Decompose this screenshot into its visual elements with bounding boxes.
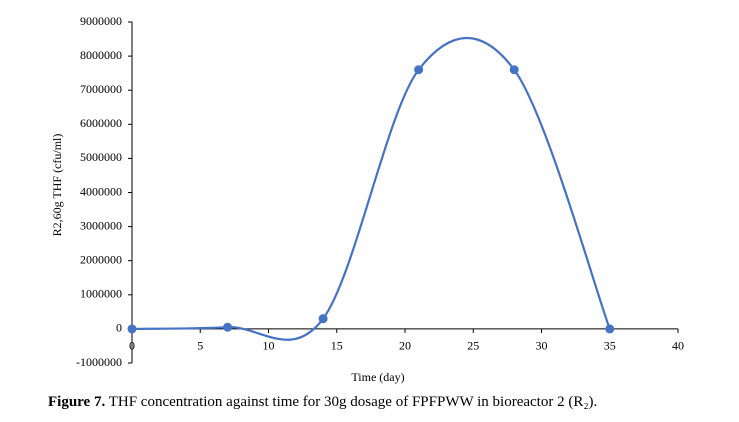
- y-tick-label: 4000000: [80, 184, 122, 198]
- chart: Time (day) R2,60g THF (cfu/ml) -1000000 0…: [50, 14, 684, 384]
- y-axis-title: R2,60g THF (cfu/ml): [50, 134, 64, 237]
- y-tick-label: 7000000: [80, 82, 122, 96]
- series-line: [131, 36, 611, 341]
- x-tick-label: 10: [263, 339, 275, 353]
- data-point: [127, 324, 137, 334]
- y-tick-label: 5000000: [80, 150, 122, 164]
- x-tick-label: 15: [331, 339, 343, 353]
- x-axis-title: Time (day): [351, 370, 404, 384]
- y-tick-label: -1000000: [76, 355, 122, 369]
- x-tick-label: 40: [672, 339, 684, 353]
- y-tick-label: 9000000: [80, 14, 122, 28]
- caption: Figure 7. THF concentration against time…: [48, 394, 597, 411]
- data-point: [318, 314, 328, 324]
- caption-text: THF concentration against time for 30g d…: [105, 394, 598, 410]
- y-tick-label: 6000000: [80, 116, 122, 130]
- x-tick-label: 35: [604, 339, 616, 353]
- caption-label: Figure 7.: [48, 394, 106, 410]
- data-point: [414, 65, 424, 75]
- x-tick-label: 20: [399, 339, 411, 353]
- x-tick-label: 0: [129, 339, 135, 353]
- y-tick-label: 1000000: [80, 287, 122, 301]
- y-tick-label: 3000000: [80, 218, 122, 232]
- y-tick-label: 8000000: [80, 48, 122, 62]
- x-tick-label: 25: [467, 339, 479, 353]
- y-tick-label: 0: [116, 321, 122, 335]
- x-tick-label: 30: [536, 339, 548, 353]
- data-point: [605, 324, 615, 334]
- data-point: [509, 65, 519, 75]
- data-point: [223, 322, 233, 332]
- y-tick-label: 2000000: [80, 252, 122, 266]
- x-tick-label: 5: [197, 339, 203, 353]
